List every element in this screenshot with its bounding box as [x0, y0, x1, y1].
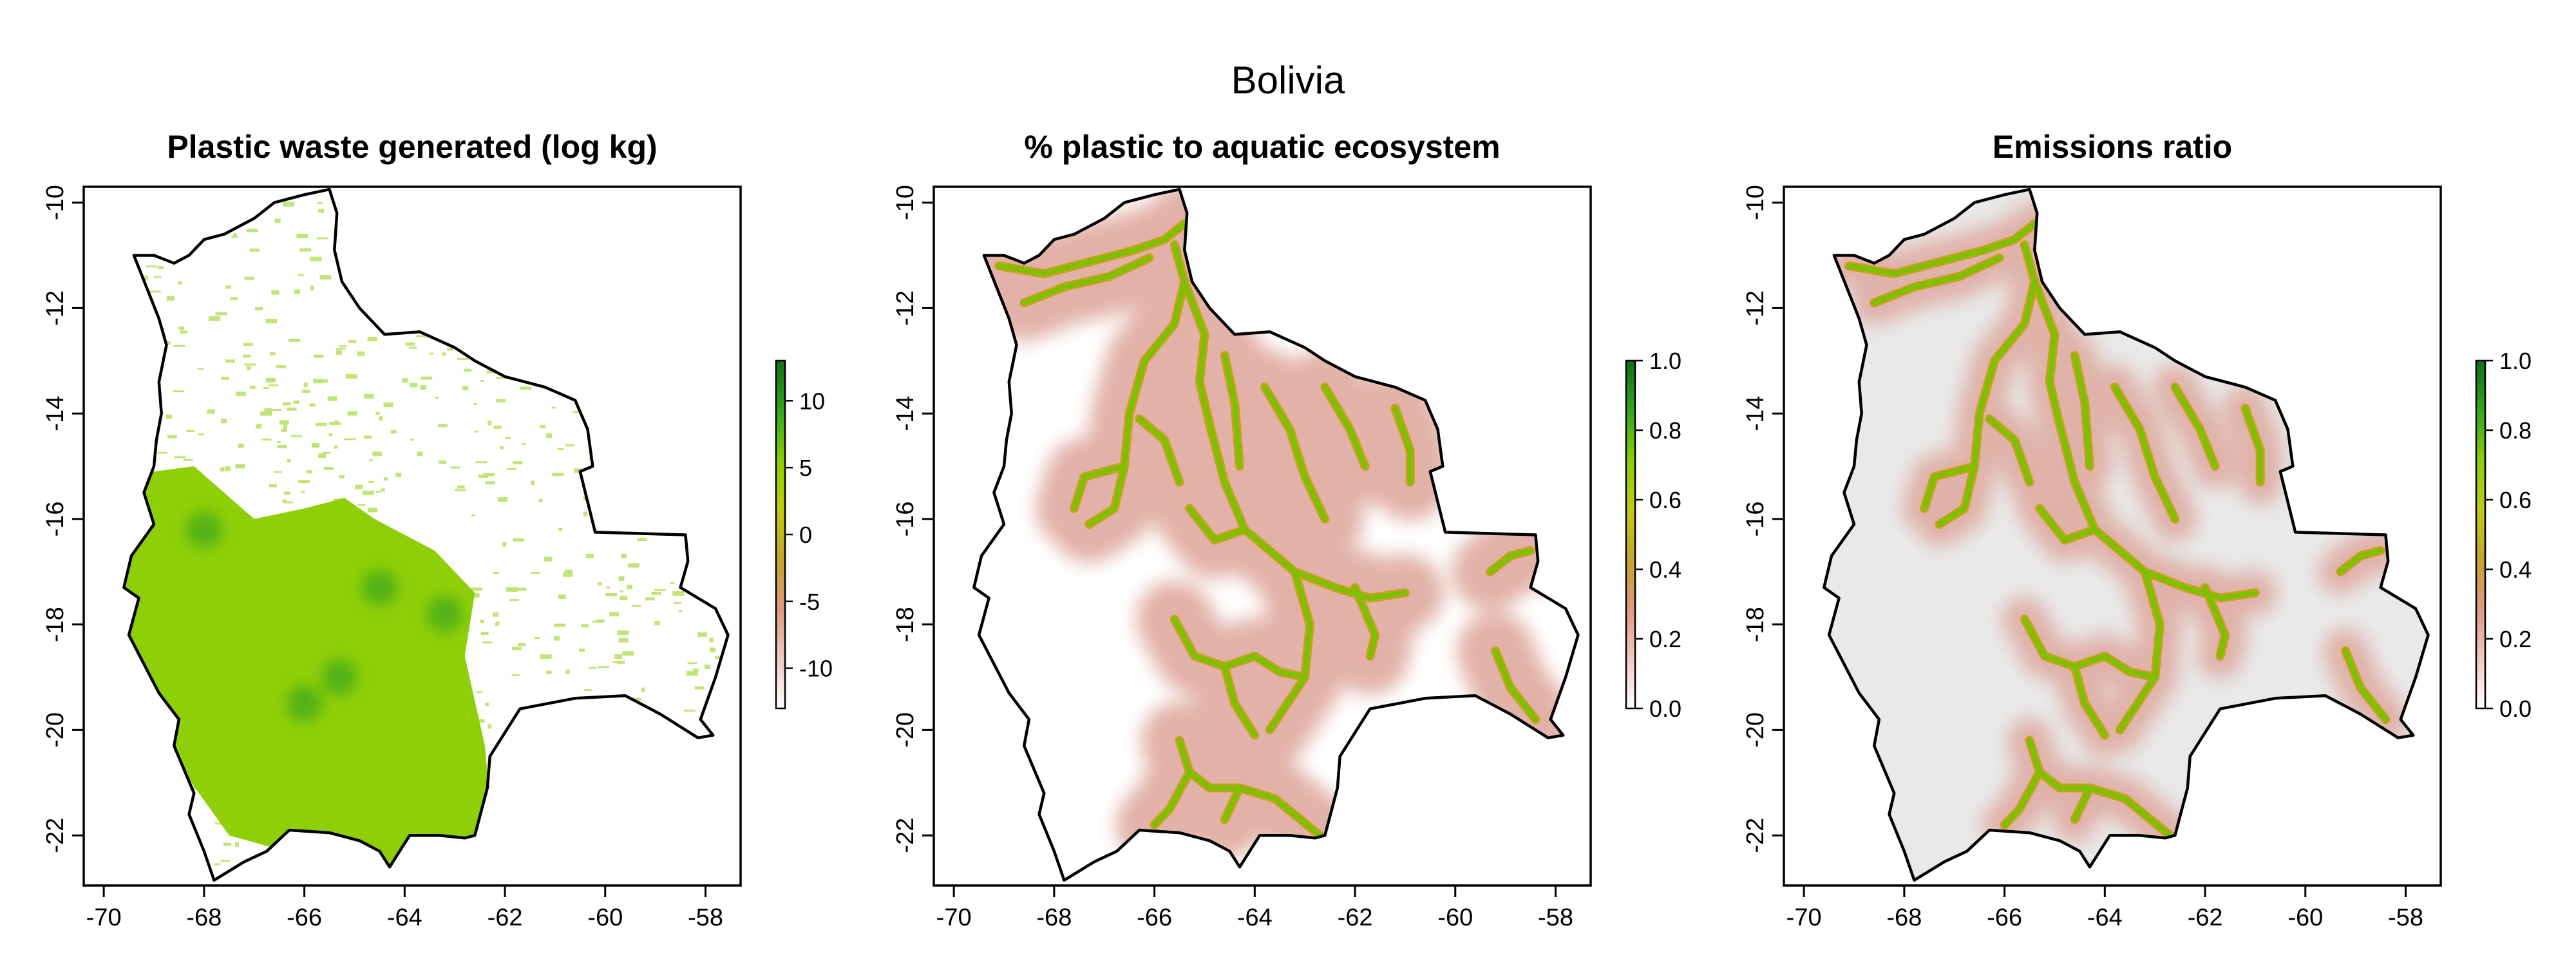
panel-title: Emissions ratio	[1993, 129, 2232, 165]
x-tick-label: -60	[587, 904, 623, 931]
legend-tick-label: 0.4	[2499, 556, 2532, 583]
y-tick-label: -18	[1742, 607, 1769, 642]
y-tick-label: -22	[1742, 818, 1769, 853]
color-legend: 1.0 0.8 0.6 0.4 0.2 0.0	[2475, 348, 2532, 722]
map-raster	[974, 189, 1578, 880]
panels: Plastic waste generated (log kg) -70 -68 -6…	[42, 129, 2532, 931]
x-tick-label: -58	[1538, 904, 1573, 931]
y-tick-label: -10	[42, 185, 69, 220]
waste-hotspots	[185, 511, 463, 722]
y-axis: -10 -12 -14 -16 -18 -20 -22	[892, 185, 934, 853]
panel-title: Plastic waste generated (log kg)	[167, 129, 657, 165]
legend-tick-label: 1.0	[1649, 348, 1681, 374]
y-tick-label: -12	[892, 290, 919, 326]
legend-bar	[2475, 359, 2486, 710]
river-network	[996, 221, 1539, 838]
y-tick-label: -22	[42, 818, 69, 853]
legend-tick-label: 0.2	[1649, 626, 1681, 652]
y-tick-label: -18	[42, 607, 69, 642]
figure-title: Bolivia	[1231, 59, 1345, 102]
y-tick-label: -14	[42, 396, 69, 431]
plot-frame	[82, 185, 742, 887]
legend-tick-label: -10	[799, 656, 833, 682]
x-tick-label: -58	[2388, 904, 2423, 931]
map-panel-1: Plastic waste generated (log kg) -70 -68 -6…	[42, 129, 833, 931]
map-panel-2: % plastic to aquatic ecosystem-70 -68 -66-…	[892, 129, 1681, 931]
legend-bar	[775, 359, 786, 710]
y-tick-label: -20	[1742, 712, 1769, 748]
x-tick-label: -68	[1886, 904, 1922, 931]
legend-tick-label: 1.0	[2499, 348, 2532, 374]
y-tick-label: -12	[42, 290, 69, 326]
color-legend: 10 5 0 -5 -10	[775, 359, 833, 710]
legend-tick-label: 5	[799, 455, 812, 481]
legend-bar	[1625, 359, 1636, 710]
x-tick-label: -62	[488, 904, 523, 931]
y-tick-label: -20	[42, 712, 69, 748]
country-outline	[122, 187, 730, 882]
x-tick-label: -66	[1137, 904, 1172, 931]
panel-title: % plastic to aquatic ecosystem	[1024, 129, 1500, 165]
x-tick-label: -68	[186, 904, 222, 931]
y-tick-label: -12	[1742, 290, 1769, 326]
color-legend: 1.0 0.8 0.6 0.4 0.2 0.0	[1625, 348, 1681, 722]
legend-tick-label: 0.0	[2499, 696, 2532, 722]
y-axis: -10 -12 -14 -16 -18 -20 -22	[42, 185, 84, 853]
legend-tick-label: 0.0	[1649, 696, 1681, 722]
legend-tick-label: 0.6	[1649, 487, 1681, 513]
y-tick-label: -10	[1742, 185, 1769, 220]
y-tick-label: -22	[892, 818, 919, 853]
x-tick-label: -64	[387, 904, 422, 931]
y-tick-label: -16	[892, 501, 919, 536]
country-outline	[1823, 187, 2430, 882]
x-axis: -70 -68 -66 -64 -62 -60 -58	[1786, 886, 2423, 931]
plot-frame	[1783, 185, 2442, 887]
x-tick-label: -64	[1237, 904, 1273, 931]
x-tick-label: -60	[2287, 904, 2323, 931]
y-tick-label: -10	[892, 185, 919, 220]
x-tick-label: -70	[1786, 904, 1822, 931]
y-tick-label: -14	[892, 396, 919, 431]
x-tick-label: -70	[86, 904, 122, 931]
legend-tick-label: 10	[799, 388, 825, 414]
legend-tick-label: 0.8	[1649, 417, 1681, 444]
x-tick-label: -70	[936, 904, 972, 931]
x-axis: -70 -68 -66 -64 -62 -60 -58	[936, 886, 1573, 931]
x-axis: -70 -68 -66 -64 -62 -60 -58	[86, 886, 723, 931]
legend-tick-label: -5	[799, 589, 820, 615]
y-tick-label: -16	[42, 501, 69, 536]
y-tick-label: -14	[1742, 396, 1769, 431]
x-tick-label: -60	[1437, 904, 1473, 931]
x-tick-label: -62	[1338, 904, 1373, 931]
river-network	[1846, 221, 2389, 838]
x-tick-label: -66	[1987, 904, 2022, 931]
legend-tick-label: 0.4	[1649, 556, 1681, 583]
legend-tick-label: 0.8	[2499, 417, 2532, 444]
x-tick-label: -68	[1036, 904, 1072, 931]
waste-region	[124, 466, 495, 880]
x-tick-label: -64	[2087, 904, 2123, 931]
x-tick-label: -66	[287, 904, 322, 931]
y-tick-label: -18	[892, 607, 919, 642]
map-raster	[124, 189, 728, 880]
x-tick-label: -62	[2188, 904, 2223, 931]
legend-tick-label: 0.2	[2499, 626, 2532, 652]
y-tick-label: -16	[1742, 501, 1769, 536]
x-tick-label: -58	[688, 904, 723, 931]
y-tick-label: -20	[892, 712, 919, 748]
map-panel-3: Emissions ratio-70 -68 -66 -64 -62 -60 -58-10-…	[1742, 129, 2532, 931]
country-outline	[972, 187, 1580, 882]
legend-tick-label: 0.6	[2499, 487, 2532, 513]
plot-frame	[933, 185, 1592, 887]
legend-tick-label: 0	[799, 522, 812, 548]
y-axis: -10 -12 -14 -16 -18 -20 -22	[1742, 185, 1784, 853]
map-raster	[1824, 189, 2429, 880]
